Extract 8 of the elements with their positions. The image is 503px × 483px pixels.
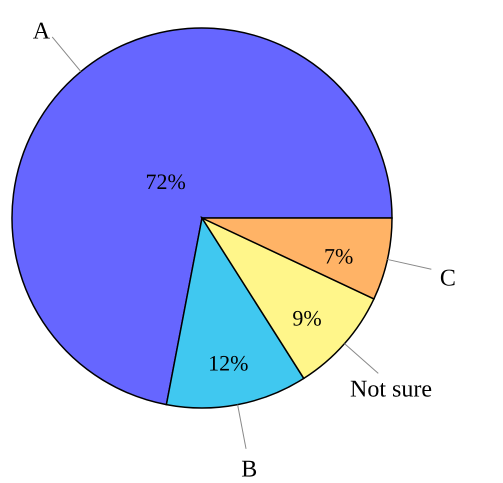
data-label: 12% xyxy=(208,350,248,376)
data-label: 72% xyxy=(146,169,186,194)
slice-label: C xyxy=(440,266,456,292)
data-label: 9% xyxy=(292,306,322,331)
slice-label: B xyxy=(241,456,258,483)
slice-label: Not sure xyxy=(350,376,432,402)
data-label: 7% xyxy=(324,244,354,269)
slice-label: A xyxy=(32,18,51,44)
